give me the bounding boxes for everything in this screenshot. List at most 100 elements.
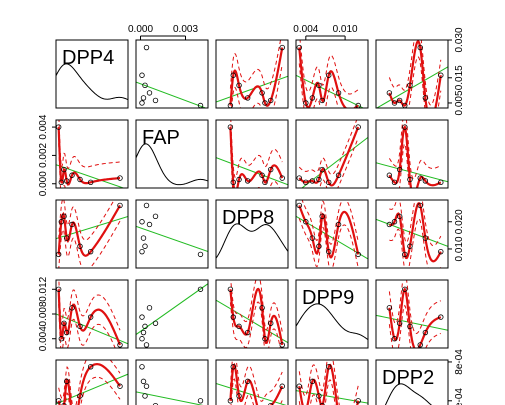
smoother-line xyxy=(229,287,284,346)
panel-points xyxy=(56,124,123,186)
variable-label-fap: FAP xyxy=(142,127,180,149)
data-point xyxy=(396,166,403,173)
data-point xyxy=(391,100,398,106)
data-point xyxy=(236,82,242,89)
spread-lower-line xyxy=(298,218,359,268)
data-point xyxy=(143,202,150,209)
data-point xyxy=(230,179,236,186)
data-point xyxy=(61,320,67,326)
data-point xyxy=(236,176,242,183)
data-point xyxy=(407,82,413,89)
data-point xyxy=(396,213,403,220)
tick-label: 0.000 xyxy=(128,24,153,35)
panel-frame xyxy=(215,119,289,189)
density-dpp4 xyxy=(56,63,128,101)
panel-points xyxy=(227,124,285,186)
panel-fap-vs-dpp4 xyxy=(56,120,125,188)
smoother-line xyxy=(388,124,442,188)
data-point xyxy=(244,95,251,101)
linear-fit-line xyxy=(136,391,204,405)
data-point xyxy=(417,44,423,51)
data-point xyxy=(139,314,145,320)
data-point xyxy=(417,175,423,181)
data-point xyxy=(316,393,322,399)
density-dpp8 xyxy=(216,223,288,259)
panel-dpp9-vs-dpp2 xyxy=(376,280,448,348)
panel-frame xyxy=(135,119,209,189)
spread-upper-line xyxy=(388,40,442,106)
data-point xyxy=(438,314,444,320)
panel-frame xyxy=(375,119,449,189)
density-curve xyxy=(56,63,128,101)
data-point xyxy=(87,248,94,255)
data-point xyxy=(316,82,322,89)
tick-label: 0.015 xyxy=(454,65,465,90)
data-point xyxy=(319,166,325,173)
data-point xyxy=(142,323,148,330)
data-point xyxy=(117,175,123,181)
tick-label: 0.004 xyxy=(38,326,49,351)
panel-frame xyxy=(135,359,209,405)
data-point xyxy=(259,172,265,178)
panel-dpp2-vs-dpp9 xyxy=(296,360,368,405)
data-point xyxy=(279,383,285,389)
data-point xyxy=(386,221,393,228)
data-point xyxy=(63,178,70,184)
data-point xyxy=(236,393,242,399)
data-point xyxy=(259,305,265,311)
data-point xyxy=(87,314,94,320)
data-point xyxy=(227,286,234,292)
data-point xyxy=(402,124,408,130)
panel-points xyxy=(296,124,361,186)
linear-fit-line xyxy=(136,283,208,335)
tick-label: 0.012 xyxy=(38,276,49,301)
panel-frame xyxy=(135,199,209,269)
smoother-line xyxy=(229,363,284,405)
data-point xyxy=(303,219,309,225)
panel-points xyxy=(139,202,204,258)
tick-label: 0.030 xyxy=(454,27,465,52)
axes-layer: 0.0000.0030.0040.0100.0050.0200.00100.00… xyxy=(38,24,465,405)
panel-points xyxy=(227,44,285,108)
data-point xyxy=(309,235,316,241)
data-point xyxy=(87,364,94,370)
panel-points xyxy=(386,202,444,258)
spread-lower-line xyxy=(229,301,281,348)
smoother-line xyxy=(388,287,442,348)
tick-label: 0.005 xyxy=(454,90,465,115)
spread-lower-line xyxy=(389,218,442,268)
variable-label-dpp4: DPP4 xyxy=(62,47,114,69)
spread-upper-line xyxy=(58,360,121,405)
panel-frame xyxy=(375,279,449,349)
data-point xyxy=(279,175,285,181)
panel-frame xyxy=(375,199,449,269)
data-point xyxy=(355,398,361,404)
smoother-line xyxy=(57,127,121,186)
panel-dpp2-vs-fap xyxy=(136,391,204,405)
data-point xyxy=(355,251,361,258)
panel-frame xyxy=(295,199,369,269)
spread-upper-line xyxy=(58,280,121,331)
spread-lower-line xyxy=(319,137,359,188)
smoother-line xyxy=(388,40,442,108)
data-point xyxy=(396,97,403,104)
data-point xyxy=(58,219,65,225)
data-point xyxy=(61,213,67,220)
data-point xyxy=(316,176,322,183)
linear-fit-line xyxy=(136,81,207,108)
linear-fit-line xyxy=(296,215,368,260)
data-point xyxy=(146,221,153,228)
data-point xyxy=(63,235,70,241)
panel-frame xyxy=(135,279,209,349)
smoother-line xyxy=(229,47,284,107)
data-point xyxy=(117,342,123,348)
data-point xyxy=(140,235,147,241)
data-point xyxy=(309,178,316,184)
data-point xyxy=(140,378,147,385)
panel-frame xyxy=(55,39,129,109)
panel-frames-layer xyxy=(55,39,449,405)
panel-dpp4-vs-fap xyxy=(136,81,207,108)
smoother-line xyxy=(388,202,442,263)
panel-points xyxy=(56,364,123,405)
data-point xyxy=(268,97,274,104)
